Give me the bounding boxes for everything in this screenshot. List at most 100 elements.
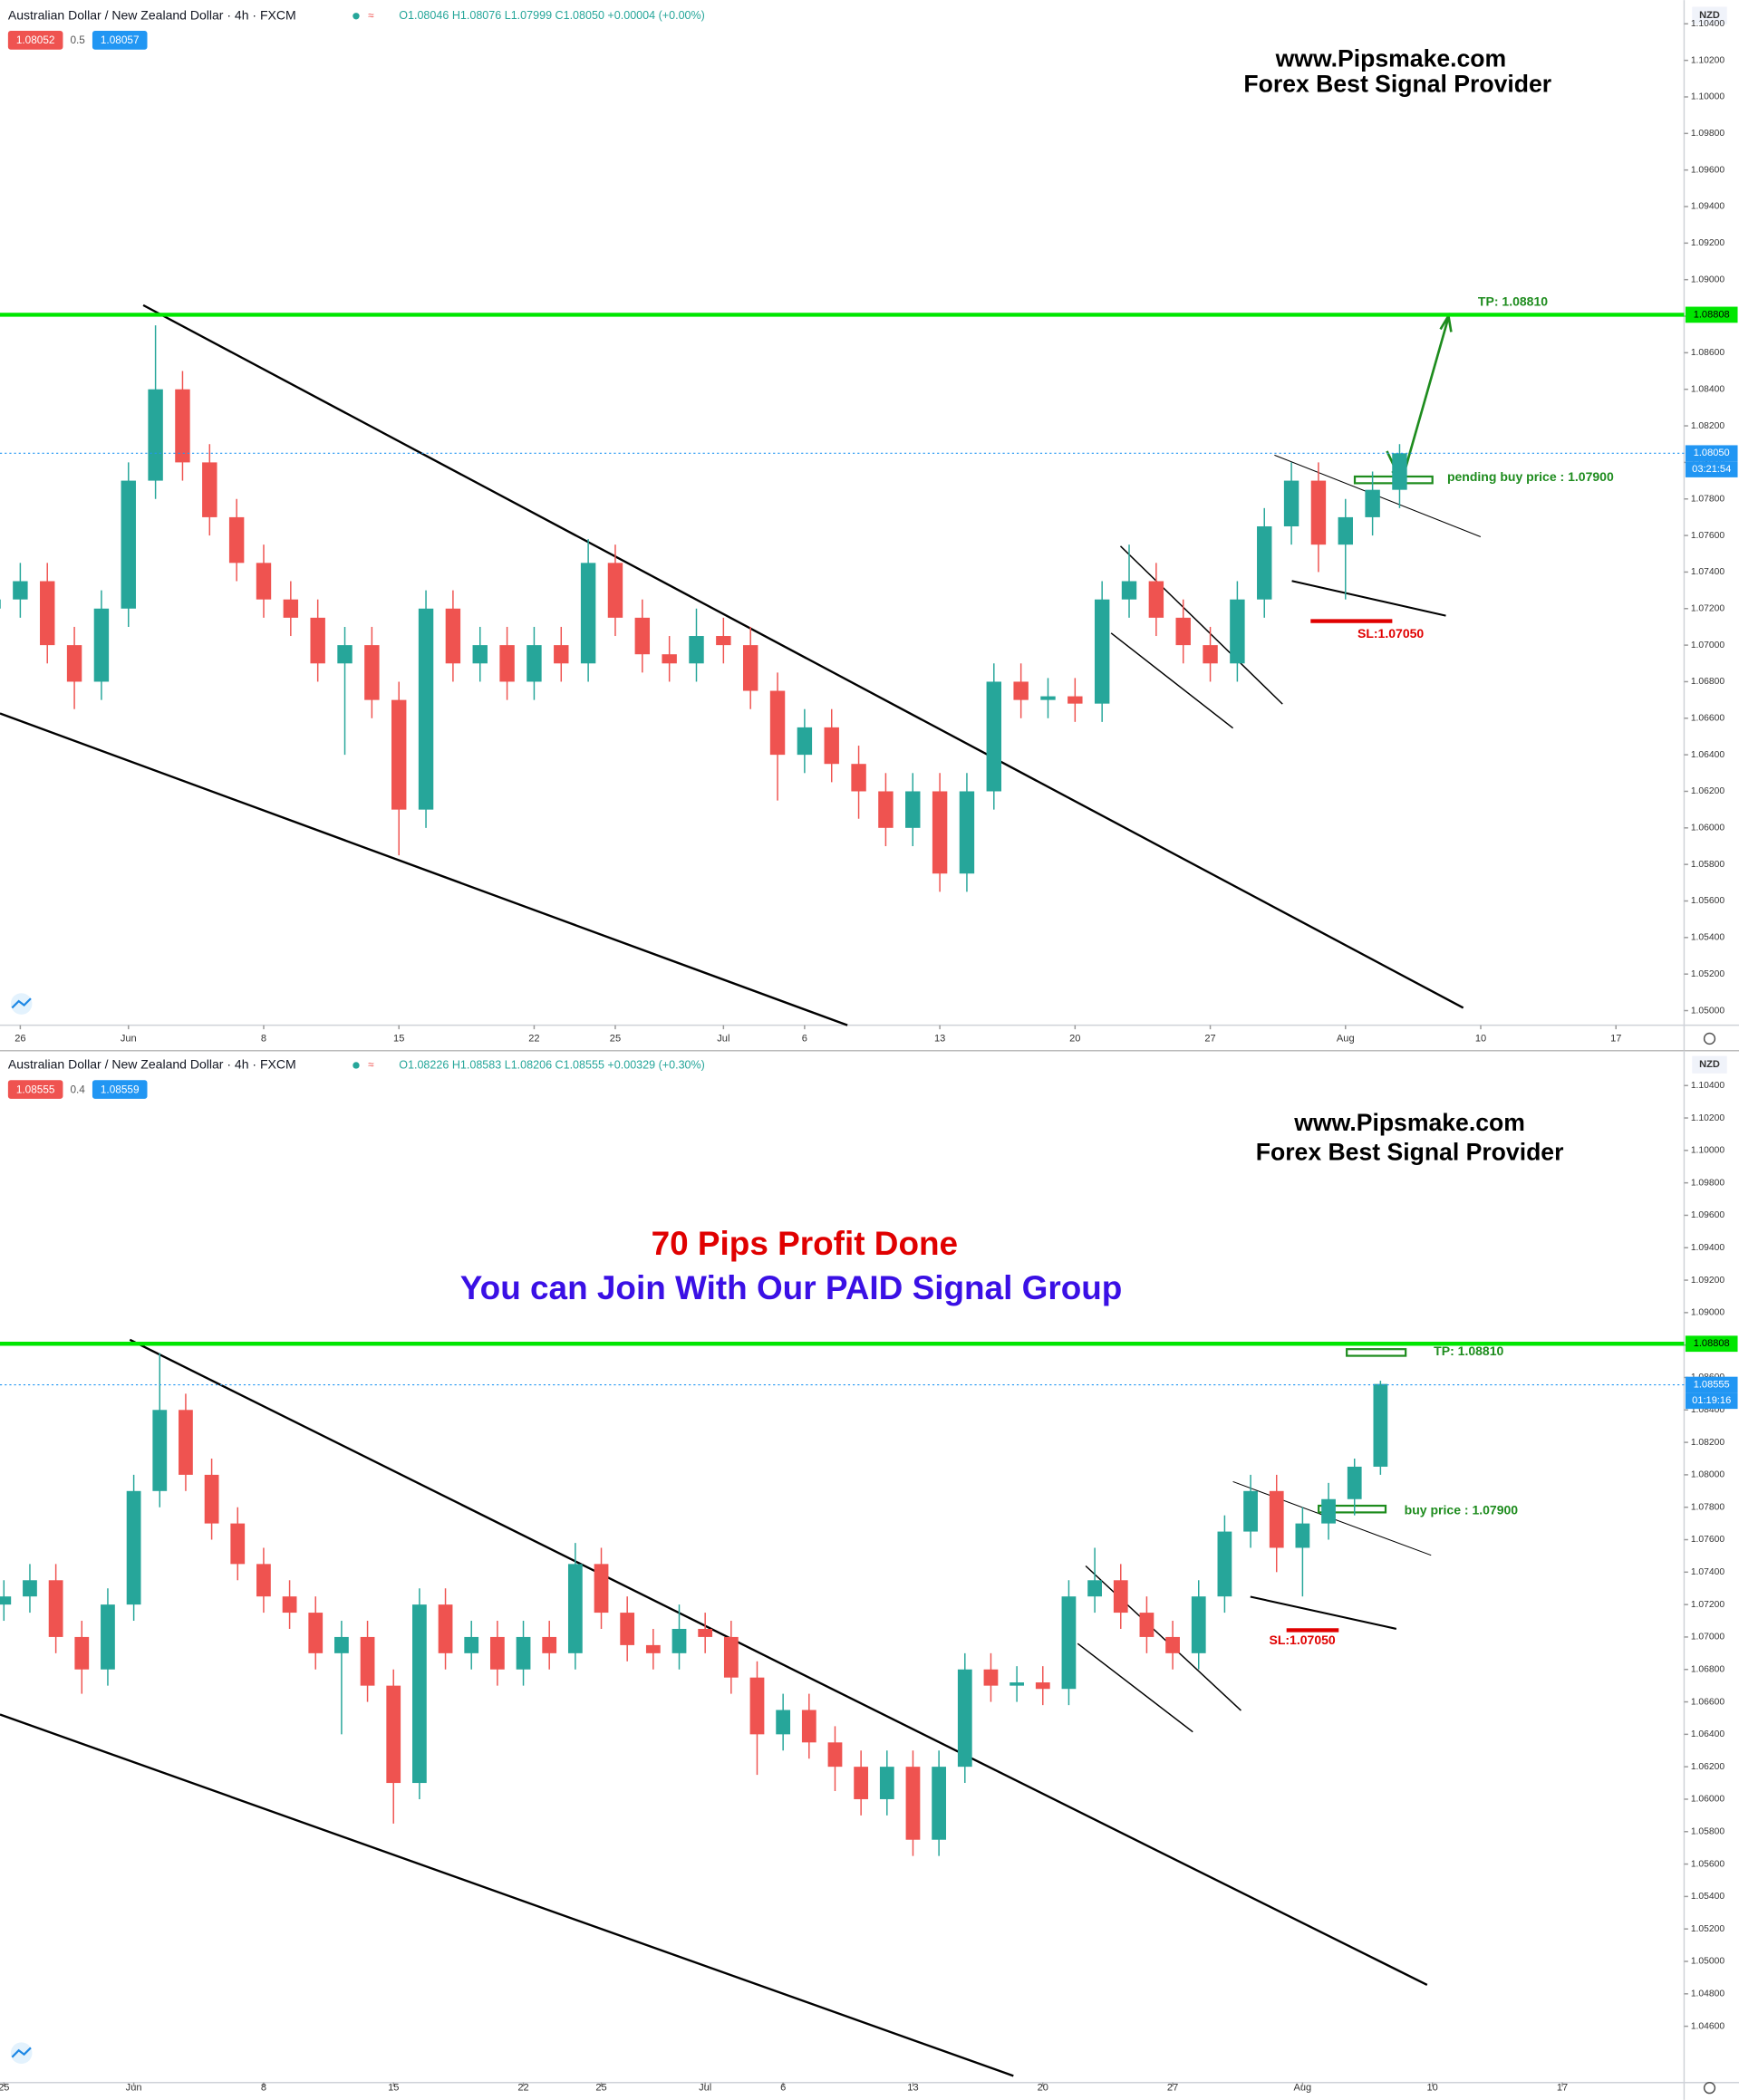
candle-body	[175, 389, 190, 463]
candle-body	[607, 563, 623, 618]
candle-body	[749, 1677, 765, 1735]
y-tick-label: 1.08000	[1691, 1470, 1725, 1480]
headline: 70 Pips Profit Done	[652, 1225, 959, 1262]
y-tick-label: 1.06800	[1691, 1664, 1725, 1674]
candle-body	[580, 563, 596, 664]
currency-box	[1692, 6, 1727, 24]
y-tick-label: 1.09600	[1691, 1210, 1725, 1220]
candle-body	[671, 1628, 687, 1653]
currency: NZD	[1699, 1059, 1720, 1070]
candle-body	[1373, 1383, 1388, 1467]
x-tick-label: 22	[517, 2083, 528, 2094]
y-tick-label: 1.06600	[1691, 714, 1725, 724]
y-tick-label: 1.07400	[1691, 567, 1725, 577]
candle-body	[689, 636, 704, 664]
x-tick-label: Jun	[121, 1033, 137, 1044]
candle-body	[1165, 1636, 1180, 1653]
candle-body	[959, 791, 975, 874]
trend-line	[1077, 1642, 1193, 1733]
y-tick-label: 1.05000	[1691, 1957, 1725, 1967]
ohlc-legend: O1.08046 H1.08076 L1.07999 C1.08050 +0.0…	[399, 9, 705, 22]
candle-body	[74, 1636, 90, 1670]
x-tick-label: 27	[1167, 2083, 1178, 2094]
buy-label: pending buy price : 1.07900	[1447, 469, 1614, 484]
price-label-box	[1685, 1335, 1738, 1353]
y-tick-label: 1.09000	[1691, 1308, 1725, 1318]
candle-body	[48, 1580, 63, 1637]
candle-body	[769, 690, 786, 756]
watermark-url: www.Pipsmake.com	[1293, 1109, 1525, 1136]
candle-body	[1347, 1466, 1362, 1499]
candle-body	[542, 1636, 557, 1653]
countdown-box	[1685, 461, 1738, 477]
candle-body	[645, 1644, 661, 1653]
trend-line	[1110, 632, 1234, 729]
candle-body	[148, 389, 163, 481]
candle-body	[179, 1410, 193, 1475]
candle-body	[878, 791, 894, 828]
candle-body	[1191, 1596, 1206, 1653]
candle-body	[620, 1613, 635, 1645]
sl-label: SL:1.07050	[1269, 1633, 1335, 1647]
watermark-tagline: Forex Best Signal Provider	[1243, 71, 1551, 98]
y-tick-label: 1.07600	[1691, 1535, 1725, 1545]
y-tick-label: 1.07800	[1691, 494, 1725, 504]
candle-body	[716, 636, 731, 646]
y-tick-label: 1.05400	[1691, 1892, 1725, 1902]
candle-body	[797, 727, 813, 756]
candle-body	[1392, 453, 1407, 490]
candle-body	[1010, 1682, 1024, 1686]
trend-line	[0, 712, 848, 1026]
candle-body	[1175, 617, 1191, 646]
candle-body	[1068, 696, 1083, 704]
candle-body	[1035, 1682, 1050, 1690]
candle-body	[662, 654, 677, 664]
settings-icon[interactable]	[1703, 1032, 1716, 1045]
candle-body	[391, 699, 407, 810]
y-tick-label: 1.10200	[1691, 55, 1725, 65]
y-tick-label: 1.10200	[1691, 1113, 1725, 1123]
candle-body	[527, 645, 542, 682]
y-tick-label: 1.08200	[1691, 421, 1725, 431]
x-tick-label: 17	[1610, 1033, 1621, 1044]
candle-body	[1243, 1490, 1258, 1532]
x-tick-label: 15	[388, 2083, 399, 2094]
candle-body	[1269, 1490, 1284, 1548]
ask-badge	[92, 1080, 148, 1099]
y-tick-label: 1.06000	[1691, 824, 1725, 833]
y-tick-label: 1.08600	[1691, 348, 1725, 358]
candle-body	[905, 791, 921, 828]
tp-label: TP: 1.08810	[1434, 1344, 1503, 1358]
x-tick-label: 26	[14, 1033, 25, 1044]
x-tick-label: 6	[802, 1033, 807, 1044]
y-tick-label: 1.09200	[1691, 1276, 1725, 1286]
y-tick-label: 1.09000	[1691, 275, 1725, 284]
candle-body	[438, 1604, 453, 1653]
candle-body	[256, 563, 272, 600]
y-tick-label: 1.06200	[1691, 1762, 1725, 1772]
candle-body	[1338, 516, 1353, 545]
x-tick-label: 13	[934, 1033, 945, 1044]
spread: 0.5	[70, 34, 85, 46]
ohlc-legend: O1.08226 H1.08583 L1.08206 C1.08555 +0.0…	[399, 1058, 705, 1071]
x-tick-label: 6	[780, 2083, 786, 2094]
candle-body	[1230, 599, 1245, 664]
price-label-box	[1685, 1376, 1738, 1393]
candle-body	[1310, 480, 1327, 545]
x-tick-label: 15	[393, 1033, 404, 1044]
settings-icon[interactable]	[1703, 2081, 1716, 2095]
candle-body	[851, 764, 866, 792]
logo-mark	[11, 2047, 32, 2058]
trend-line	[1119, 545, 1283, 705]
candle-body	[1321, 1498, 1336, 1524]
candle-body	[1139, 1613, 1155, 1637]
candle-body	[228, 516, 245, 564]
candle-body	[202, 462, 217, 517]
bid-price: 1.08555	[16, 1083, 55, 1095]
x-tick-label: Aug	[1337, 1033, 1355, 1044]
candle-body	[445, 608, 461, 664]
status-icon: ≈	[368, 9, 374, 22]
status-dot	[353, 1062, 360, 1069]
symbol-title: Australian Dollar / New Zealand Dollar ·…	[8, 1057, 296, 1072]
